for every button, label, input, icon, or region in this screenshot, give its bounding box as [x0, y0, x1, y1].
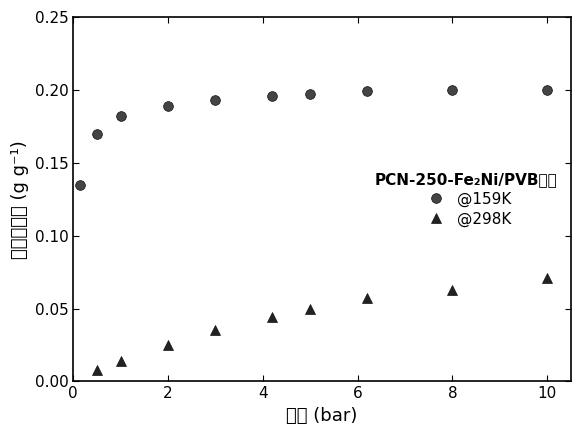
@159K [77, 182, 84, 187]
X-axis label: 压力 (bar): 压力 (bar) [286, 407, 358, 425]
@159K [117, 114, 124, 119]
@298K [269, 315, 276, 320]
@159K [307, 92, 314, 97]
@298K [449, 287, 456, 292]
@298K [544, 276, 551, 281]
@298K [94, 367, 101, 372]
Line: @298K: @298K [92, 273, 552, 375]
@298K [307, 306, 314, 311]
@298K [212, 328, 219, 333]
@159K [165, 103, 172, 109]
@298K [364, 296, 371, 301]
@159K [364, 89, 371, 94]
@298K [165, 342, 172, 347]
@159K [449, 87, 456, 92]
@159K [269, 93, 276, 99]
@159K [94, 131, 101, 136]
Legend: @159K, @298K: @159K, @298K [368, 166, 563, 233]
@298K [117, 358, 124, 364]
Line: @159K: @159K [76, 85, 552, 190]
@159K [212, 98, 219, 103]
Y-axis label: 甲烷总吸收 (g g⁻¹): 甲烷总吸收 (g g⁻¹) [11, 140, 29, 259]
@159K [544, 87, 551, 92]
